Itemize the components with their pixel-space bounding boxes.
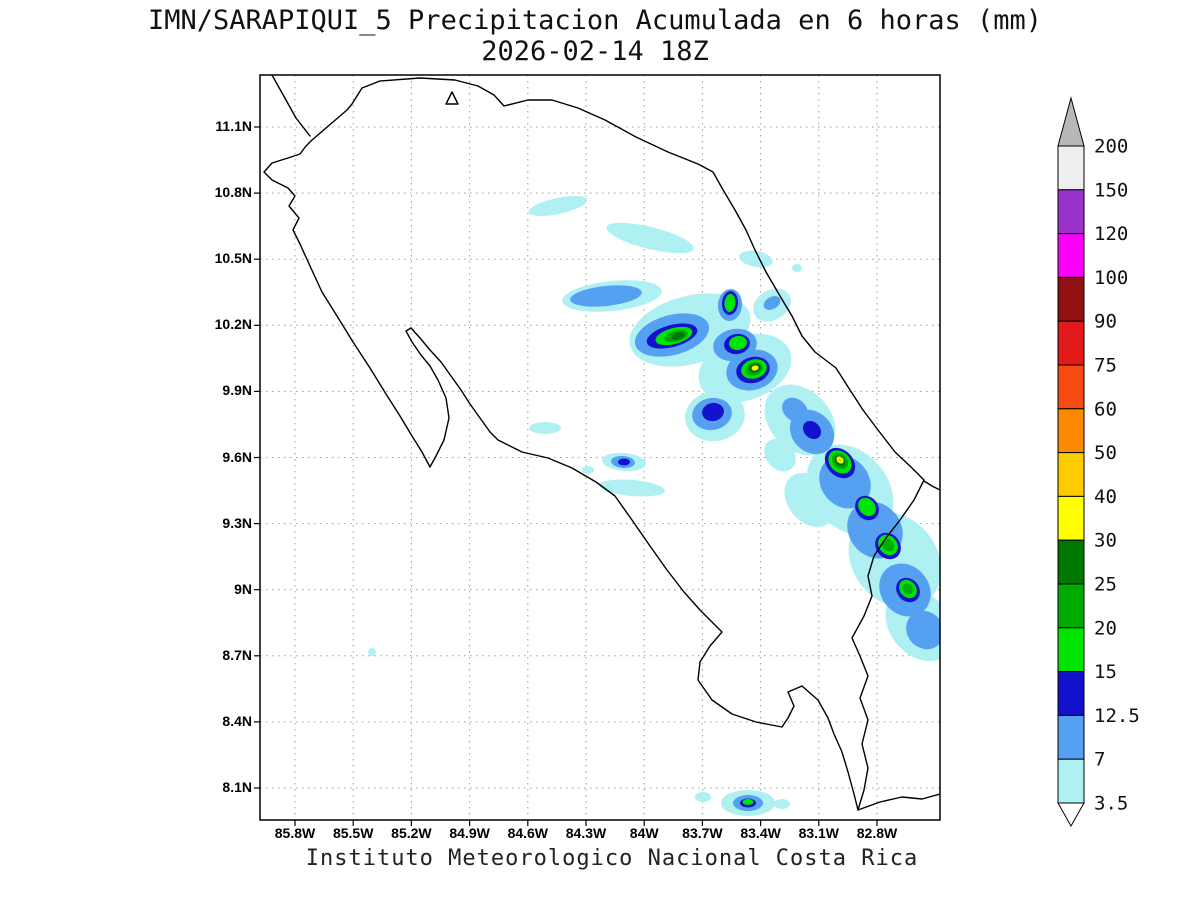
lake-island-triangle: [445, 91, 459, 105]
colorbar-segment: [1057, 276, 1085, 322]
lat-tick-label: 11.1N: [215, 118, 252, 134]
lat-tick-label: 9N: [234, 580, 252, 597]
lat-tick-label: 9.9N: [222, 382, 252, 399]
precip-cell: [838, 458, 842, 462]
colorbar-label: 25: [1094, 574, 1117, 596]
colorbar-segment: [1057, 539, 1085, 585]
precip-cell: [774, 799, 790, 809]
precip-cell: [739, 250, 773, 268]
lon-tick-label: 82.8W: [856, 825, 898, 841]
colorbar-segment: [1057, 495, 1085, 541]
precip-cell: [858, 497, 876, 517]
precip-cell: [763, 296, 781, 310]
footer-text: Instituto Meteorologico Nacional Costa R…: [305, 846, 919, 871]
colorbar-label: 3.5: [1094, 793, 1128, 815]
lon-tick-label: 85.5W: [332, 825, 374, 841]
colorbar-segment: [1057, 758, 1085, 804]
title-line2: 2026-02-14 18Z: [481, 36, 709, 67]
colorbar-label: 15: [1094, 661, 1117, 683]
precip-cell: [528, 195, 588, 217]
colorbar-segment: [1057, 714, 1085, 760]
precip-cell: [764, 438, 796, 472]
precip-cell: [570, 285, 642, 307]
lon-tick-label: 84.9W: [449, 825, 490, 841]
map-frame: [259, 74, 941, 821]
lon-tick-label: 83.4W: [740, 825, 781, 841]
colorbar-label: 90: [1094, 311, 1117, 333]
colorbar-label: 30: [1094, 530, 1117, 552]
colorbar: 200 150 120 100 90 75 60 50 40 30 25 20 15 12.5 7 3.5: [1057, 96, 1140, 828]
colorbar-label: 20: [1094, 617, 1117, 639]
colorbar-segment: [1057, 627, 1085, 673]
precip-cell: [881, 538, 895, 552]
precip-cell: [902, 583, 914, 595]
axis-ticks: [254, 126, 878, 826]
colorbar-segment: [1057, 452, 1085, 497]
lon-tick-label: 84.6W: [507, 825, 549, 841]
coastlines: [263, 75, 940, 811]
colorbar-arrow-top-icon: [1057, 96, 1085, 147]
colorbar-arrow-bottom-icon: [1057, 802, 1085, 828]
lat-tick-label: 10.8N: [214, 184, 252, 201]
costa-rica-coastline: [263, 77, 925, 811]
precip-cell: [368, 648, 376, 656]
lon-tick-label: 85.2W: [391, 825, 432, 841]
colorbar-label: 60: [1094, 398, 1117, 420]
colorbar-segment: [1057, 189, 1085, 235]
precip-cell: [702, 402, 724, 422]
colorbar-label: 7: [1094, 749, 1105, 771]
lon-tick-label: 84W: [629, 825, 659, 841]
colorbar-label: 200: [1094, 136, 1128, 158]
precip-cell: [671, 332, 685, 340]
lon-tick-label: 85.8W: [274, 825, 316, 841]
panama-pacific-coastline: [857, 793, 940, 811]
panama-caribbean-coastline: [923, 480, 940, 491]
precip-cell: [729, 335, 747, 351]
colorbar-label: 50: [1094, 442, 1117, 464]
lat-tick-label: 8.1N: [222, 779, 252, 795]
precipitation-map: [254, 74, 941, 826]
lat-tick-label: 9.3N: [222, 514, 252, 531]
precip-cell: [599, 479, 665, 497]
colorbar-segment: [1057, 671, 1085, 716]
precip-cell: [751, 365, 759, 371]
precip-cell: [742, 799, 754, 805]
colorbar-label: 12.5: [1094, 705, 1140, 727]
colorbar-segment: [1057, 233, 1085, 278]
colorbar-label: 75: [1094, 355, 1117, 377]
precip-cell: [582, 466, 594, 474]
chart-title: IMN/SARAPIQUI_5 Precipitacion Acumulada …: [0, 5, 1190, 67]
colorbar-segment: [1057, 364, 1085, 410]
lat-tick-label: 10.2N: [214, 316, 252, 333]
precip-cell: [792, 264, 802, 272]
precip-cell: [529, 422, 561, 434]
colorbar-segment: [1057, 145, 1085, 191]
colorbar-label: 100: [1094, 267, 1128, 289]
lat-tick-label: 10.5N: [214, 250, 252, 267]
precip-cell: [618, 458, 630, 466]
precip-cell: [802, 420, 822, 440]
title-line1: IMN/SARAPIQUI_5 Precipitacion Acumulada …: [147, 5, 1043, 36]
nicaragua-pacific-coastline: [271, 75, 311, 137]
lon-tick-label: 84.3W: [565, 825, 607, 841]
precip-field: [368, 195, 940, 816]
precip-cell: [724, 294, 736, 312]
precip-cell: [695, 792, 711, 802]
colorbar-segment: [1057, 583, 1085, 629]
colorbar-segment: [1057, 408, 1085, 454]
colorbar-label: 150: [1094, 179, 1128, 201]
lon-tick-label: 83.7W: [682, 825, 723, 841]
colorbar-label: 120: [1094, 223, 1128, 245]
precip-cell: [606, 222, 694, 254]
colorbar-segment: [1057, 320, 1085, 366]
precip-cell: [906, 610, 940, 650]
lat-tick-label: 9.6N: [222, 448, 252, 465]
colorbar-label: 40: [1094, 486, 1117, 508]
lat-tick-label: 8.4N: [222, 712, 252, 729]
lon-tick-label: 83.1W: [798, 825, 840, 841]
lat-tick-label: 8.7N: [222, 646, 252, 663]
